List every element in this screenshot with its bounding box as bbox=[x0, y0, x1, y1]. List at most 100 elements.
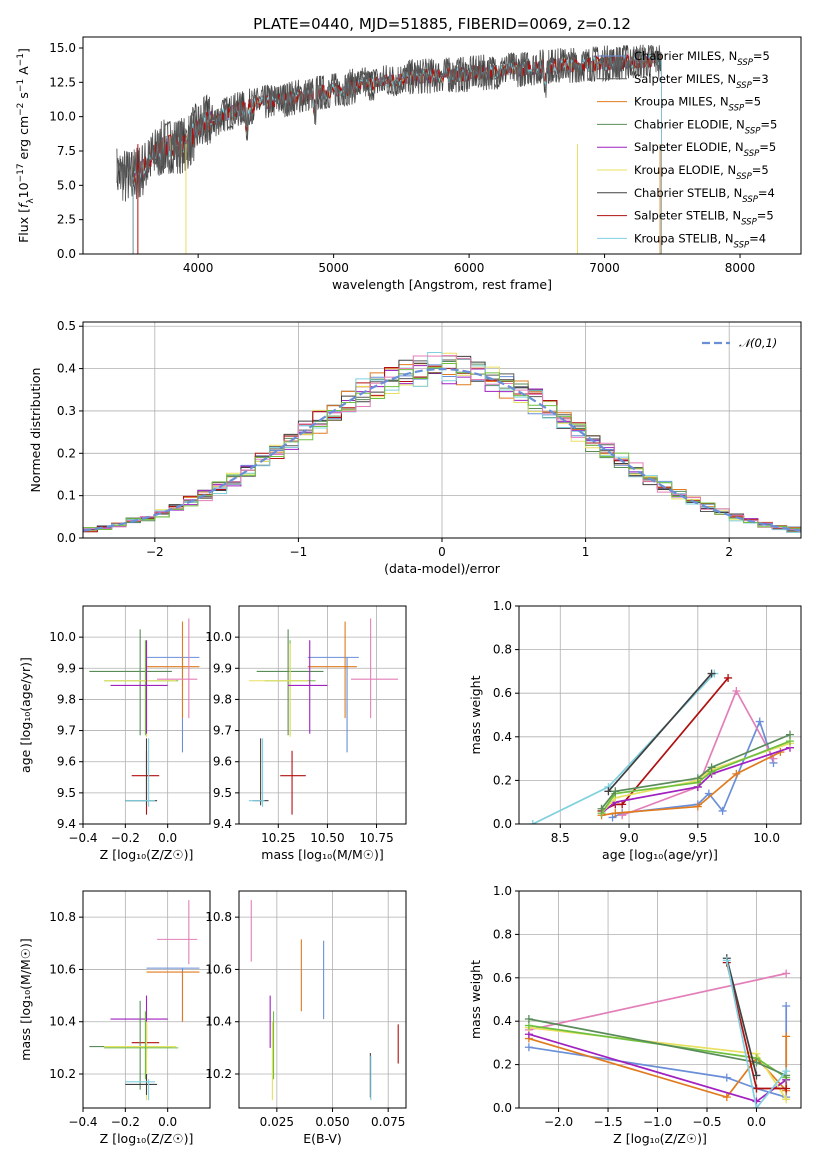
legend-label-sub-3: SSP bbox=[745, 126, 761, 136]
spectrum-xtick-label-3: 7000 bbox=[589, 261, 620, 275]
mass-weight-vs-Z-marker-4-2 bbox=[782, 1095, 791, 1104]
legend-label-main-4: Salpeter ELODIE, N bbox=[634, 140, 744, 154]
age-vs-mass-ytick-label-1: 9.5 bbox=[213, 786, 232, 800]
mass-weight-vs-age-ytick-label-0: 0.0 bbox=[493, 817, 512, 831]
mass-weight-vs-Z-xtick-label-2: −1.0 bbox=[643, 1115, 672, 1129]
legend-label-sub-1: SSP bbox=[736, 81, 752, 91]
age-vs-mass-xtick-label-0: 10.25 bbox=[261, 831, 295, 845]
residuals-ytick-label-3: 0.3 bbox=[57, 404, 76, 418]
mass-weight-vs-age-marker-2-3 bbox=[724, 673, 733, 682]
residuals-ytick-label-4: 0.4 bbox=[57, 362, 76, 376]
mass-vs-Z-ylabel: mass [log₁₀(M/M☉)] bbox=[18, 938, 33, 1060]
spectrum-ylabel-part-7: s bbox=[16, 92, 31, 103]
mass-weight-vs-age-xtick-label-1: 9.0 bbox=[620, 831, 639, 845]
mass-vs-Z-xlabel: Z [log₁₀(Z/Z☉)] bbox=[100, 1131, 194, 1146]
residuals-ytick-label-1: 0.1 bbox=[57, 489, 76, 503]
age-vs-mass-ytick-label-6: 10.0 bbox=[205, 630, 232, 644]
mass-weight-vs-Z-xlabel: Z [log₁₀(Z/Z☉)] bbox=[613, 1131, 707, 1146]
mass-weight-vs-age-marker-9-0 bbox=[597, 804, 606, 813]
mass-weight-vs-Z-marker-1-0 bbox=[524, 1043, 533, 1052]
mass-vs-EBV-plot bbox=[250, 900, 399, 1101]
age-vs-Z-point-7 bbox=[131, 750, 160, 815]
legend-label-5: Kroupa ELODIE, NSSP=5 bbox=[634, 163, 769, 182]
mass-weight-vs-age-frame: 8.5 9.0 9.5 10.0 0.0 0.2 0.4 0.6 0.8 1.0 age [log₁… bbox=[468, 599, 802, 862]
mass-weight-vs-age-xtick-label-2: 9.5 bbox=[688, 831, 707, 845]
spectrum-ylabel-part-0: Flux [ bbox=[16, 208, 31, 243]
residual-legend-label: 𝒩(0,1) bbox=[739, 336, 777, 350]
spectrum-ylabel-part-5: erg cm bbox=[16, 116, 31, 164]
legend-label-4: Salpeter ELODIE, NSSP=5 bbox=[634, 140, 776, 159]
spectrum-xtick-label-1: 5000 bbox=[318, 261, 349, 275]
age-vs-mass-ytick-label-3: 9.7 bbox=[213, 724, 232, 738]
residuals-xtick-label-0: −2 bbox=[146, 545, 164, 559]
mass-weight-vs-Z-marker-1-4 bbox=[782, 1002, 791, 1011]
legend-label-sub-6: SSP bbox=[742, 195, 758, 205]
mass-weight-vs-Z-ylabel: mass weight bbox=[468, 960, 483, 1039]
legend-label-main-3: Chabrier ELODIE, N bbox=[634, 117, 745, 131]
age-vs-Z-ytick-label-4: 9.8 bbox=[57, 692, 76, 706]
legend-label-sub-5: SSP bbox=[736, 172, 752, 182]
mass-weight-vs-Z-marker-2-1 bbox=[722, 1093, 731, 1102]
spectrum-xlabel: wavelength [Angstrom, rest frame] bbox=[332, 277, 552, 292]
legend-label-sub-7: SSP bbox=[741, 218, 757, 228]
mass-weight-vs-age-marker-9-1 bbox=[611, 787, 620, 796]
age-vs-mass-point-6 bbox=[288, 640, 328, 734]
mass-weight-vs-age-marker-5-2 bbox=[693, 802, 702, 811]
legend-label-sub-4: SSP bbox=[744, 149, 760, 159]
spectrum-border bbox=[82, 36, 802, 255]
age-vs-Z-ytick-label-2: 9.6 bbox=[57, 755, 76, 769]
mass-vs-EBV-ytick-label-0: 10.2 bbox=[205, 1067, 232, 1081]
legend-label-main-6: Chabrier STELIB, N bbox=[634, 186, 742, 200]
legend-label-8: Kroupa STELIB, NSSP=4 bbox=[634, 231, 766, 250]
age-vs-mass-point-5 bbox=[248, 643, 308, 737]
legend-label-3: Chabrier ELODIE, NSSP=5 bbox=[634, 117, 777, 136]
age-vs-Z-xtick-label-1: −0.2 bbox=[111, 831, 140, 845]
mass-weight-vs-age-marker-3-4 bbox=[718, 806, 727, 815]
mass-vs-EBV-ytick-label-1: 10.4 bbox=[205, 1015, 232, 1029]
age-vs-Z-border bbox=[82, 605, 211, 825]
mass-weight-vs-age-marker-1-1 bbox=[707, 669, 716, 678]
age-vs-mass-ytick-label-5: 9.9 bbox=[213, 661, 232, 675]
legend-label-sub-0: SSP bbox=[737, 58, 753, 68]
spectrum-line-salpeter-miles bbox=[116, 44, 662, 201]
spectrum-ylabel-part-10: −1 bbox=[16, 53, 26, 66]
legend-label-sub-8: SSP bbox=[734, 240, 750, 250]
mass-weight-vs-age-ylabel: mass weight bbox=[468, 675, 483, 754]
mass-vs-Z-point-2 bbox=[146, 971, 200, 1022]
residuals-frame: −2 −1 0 1 2 0.0 0.1 0.2 0.3 0.4 0.5 (data-model)/er… bbox=[28, 319, 802, 576]
mass-weight-vs-age-line-8 bbox=[600, 740, 791, 814]
mass-weight-vs-age-marker-3-0 bbox=[608, 813, 617, 822]
mass-weight-vs-Z-marker-7-2 bbox=[782, 1084, 791, 1093]
age-vs-mass-border bbox=[238, 605, 407, 825]
spectrum-xtick-label-0: 4000 bbox=[183, 261, 214, 275]
spectrum-ytick-label-0: 0.0 bbox=[57, 247, 76, 261]
age-vs-mass-frame: 10.25 10.50 10.75 9.4 9.5 9.6 9.7 9.8 9.9 10.0 mas… bbox=[205, 605, 407, 862]
mass-vs-EBV-xtick-label-0: 0.025 bbox=[260, 1115, 294, 1129]
age-vs-Z-xtick-label-2: 0.0 bbox=[158, 831, 177, 845]
mass-vs-EBV-frame: 0.025 0.050 0.075 10.2 10.4 10.6 10.8 E(B-V) bbox=[205, 890, 407, 1146]
age-vs-Z-ytick-label-5: 9.9 bbox=[57, 661, 76, 675]
spectrum-ytick-label-6: 15.0 bbox=[49, 41, 76, 55]
residuals-xtick-label-4: 2 bbox=[725, 545, 733, 559]
spectrum-ylabel-part-3: 10 bbox=[16, 182, 31, 198]
mass-weight-vs-Z-marker-7-1 bbox=[752, 1084, 761, 1093]
age-vs-mass-point-2 bbox=[350, 618, 399, 719]
mass-weight-vs-age-marker-3-5 bbox=[755, 717, 764, 726]
legend-label-n-6: =4 bbox=[758, 186, 775, 200]
mass-vs-Z-point-0 bbox=[157, 900, 198, 965]
residuals-plot bbox=[83, 351, 801, 533]
mass-vs-EBV-xtick-label-2: 0.075 bbox=[371, 1115, 405, 1129]
spectrum-ylabel: Flux [fλ10−17 erg cm−2 s−1 A−1] bbox=[16, 48, 36, 243]
legend-label-1: Salpeter MILES, NSSP=3 bbox=[634, 72, 769, 91]
residual-hist-9 bbox=[83, 355, 801, 530]
residuals-ytick-label-2: 0.2 bbox=[57, 446, 76, 460]
legend-label-n-1: =3 bbox=[752, 72, 769, 86]
mass-weight-vs-age-line-3 bbox=[612, 719, 775, 819]
age-vs-mass-point-9 bbox=[248, 738, 265, 807]
age-vs-mass-plot bbox=[248, 618, 399, 815]
mass-weight-vs-Z-line-0 bbox=[528, 972, 787, 1031]
age-vs-Z-plot bbox=[89, 618, 200, 815]
age-vs-mass-ytick-label-2: 9.6 bbox=[213, 755, 232, 769]
legend-label-n-4: =5 bbox=[759, 140, 776, 154]
spectrum-ylabel-part-4: −17 bbox=[16, 163, 26, 182]
